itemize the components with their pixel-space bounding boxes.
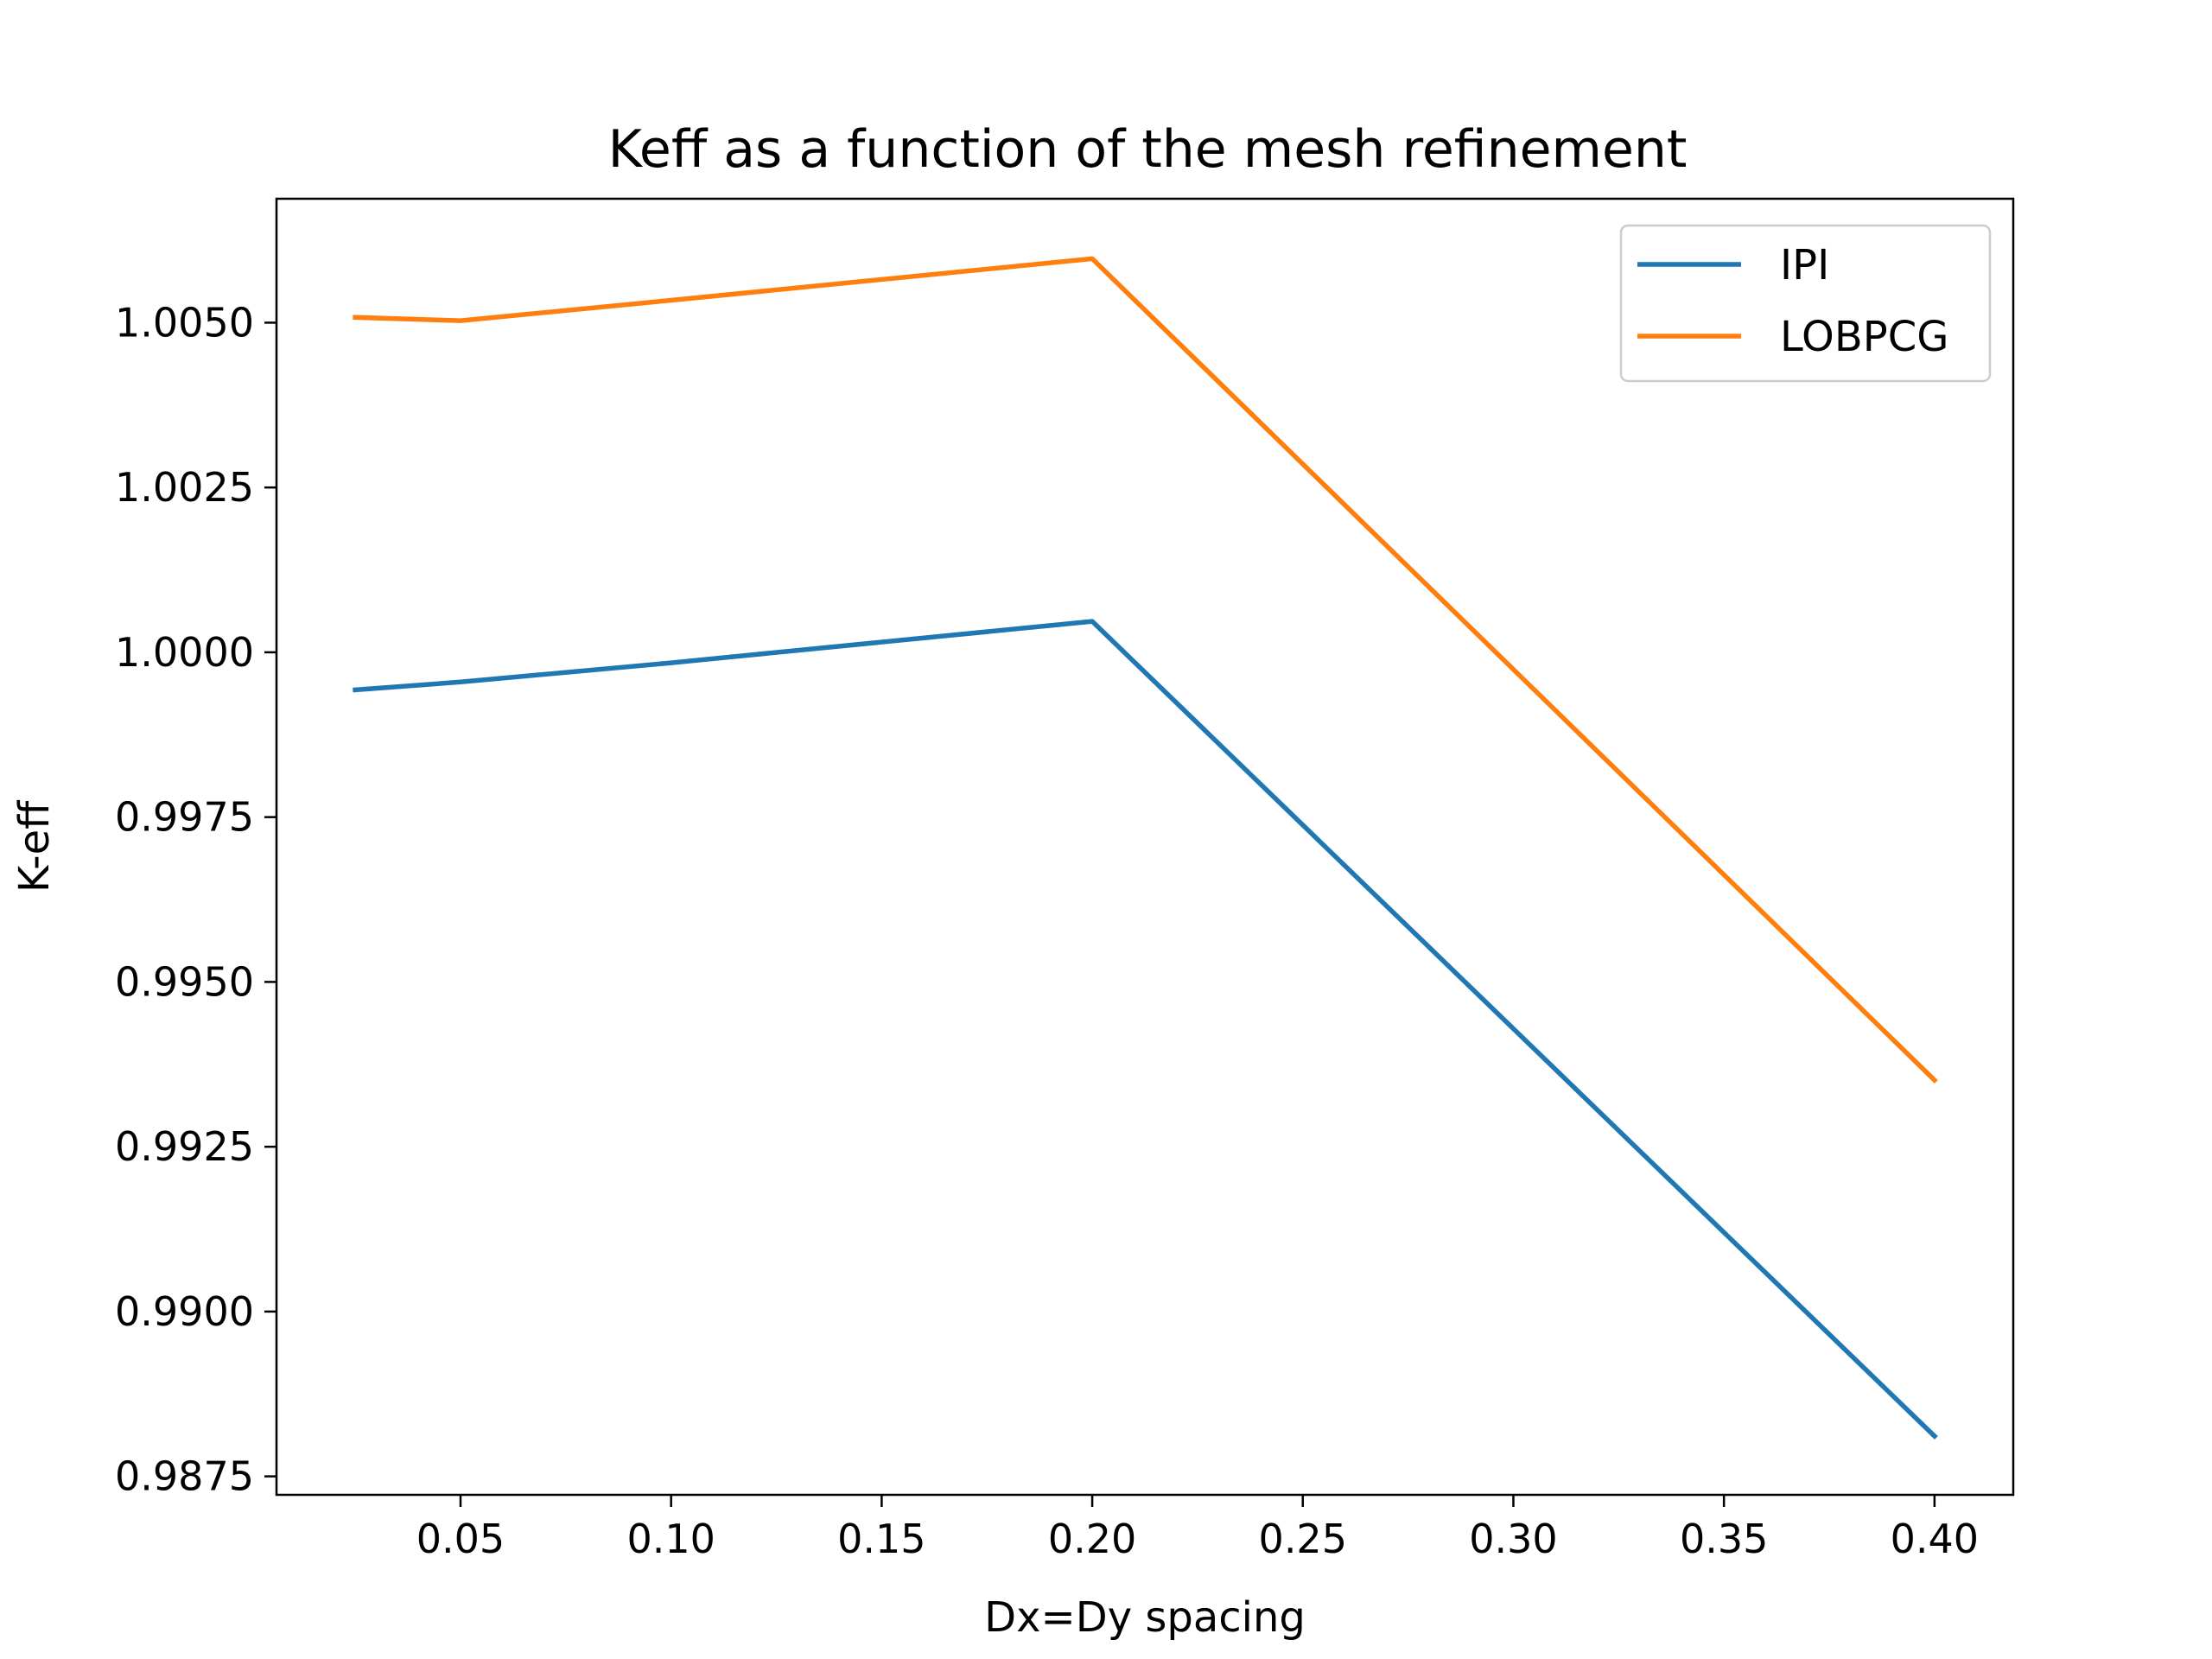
y-tick-label: 0.9975	[115, 794, 254, 841]
chart-title: Keff as a function of the mesh refinemen…	[608, 119, 1688, 180]
x-tick-label: 0.05	[416, 1516, 505, 1562]
y-tick-label: 0.9950	[115, 958, 254, 1005]
x-axis: 0.05 0.10 0.15 0.20 0.25 0.30 0.35 0.40	[416, 1495, 1979, 1562]
y-tick-label: 1.0000	[115, 629, 254, 676]
x-tick-label: 0.35	[1680, 1516, 1768, 1562]
x-tick-label: 0.40	[1891, 1516, 1979, 1562]
x-tick-label: 0.15	[837, 1516, 925, 1562]
legend-label-lobpcg: LOBPCG	[1780, 313, 1948, 361]
y-tick-label: 0.9925	[115, 1123, 254, 1170]
legend-label-ipi: IPI	[1780, 241, 1829, 289]
y-tick-label: 0.9875	[115, 1453, 254, 1500]
series-line-ipi	[353, 619, 1938, 1440]
y-tick-label: 1.0050	[115, 299, 254, 346]
x-axis-label: Dx=Dy spacing	[984, 1593, 1306, 1642]
x-tick-label: 0.10	[626, 1516, 715, 1562]
series-layer	[353, 256, 1938, 1440]
x-tick-label: 0.20	[1048, 1516, 1136, 1562]
plot-frame	[275, 197, 2015, 1497]
x-tick-label: 0.30	[1469, 1516, 1557, 1562]
legend: IPI LOBPCG	[1619, 224, 1992, 383]
y-axis: 0.9875 0.9900 0.9925 0.9950 0.9975 1.0000 1.00…	[115, 299, 276, 1500]
y-tick-label: 1.0025	[115, 464, 254, 511]
y-axis-label: K-eff	[10, 800, 59, 893]
series-line-lobpcg	[353, 256, 1938, 1084]
x-tick-label: 0.25	[1259, 1516, 1347, 1562]
y-tick-label: 0.9900	[115, 1288, 254, 1335]
